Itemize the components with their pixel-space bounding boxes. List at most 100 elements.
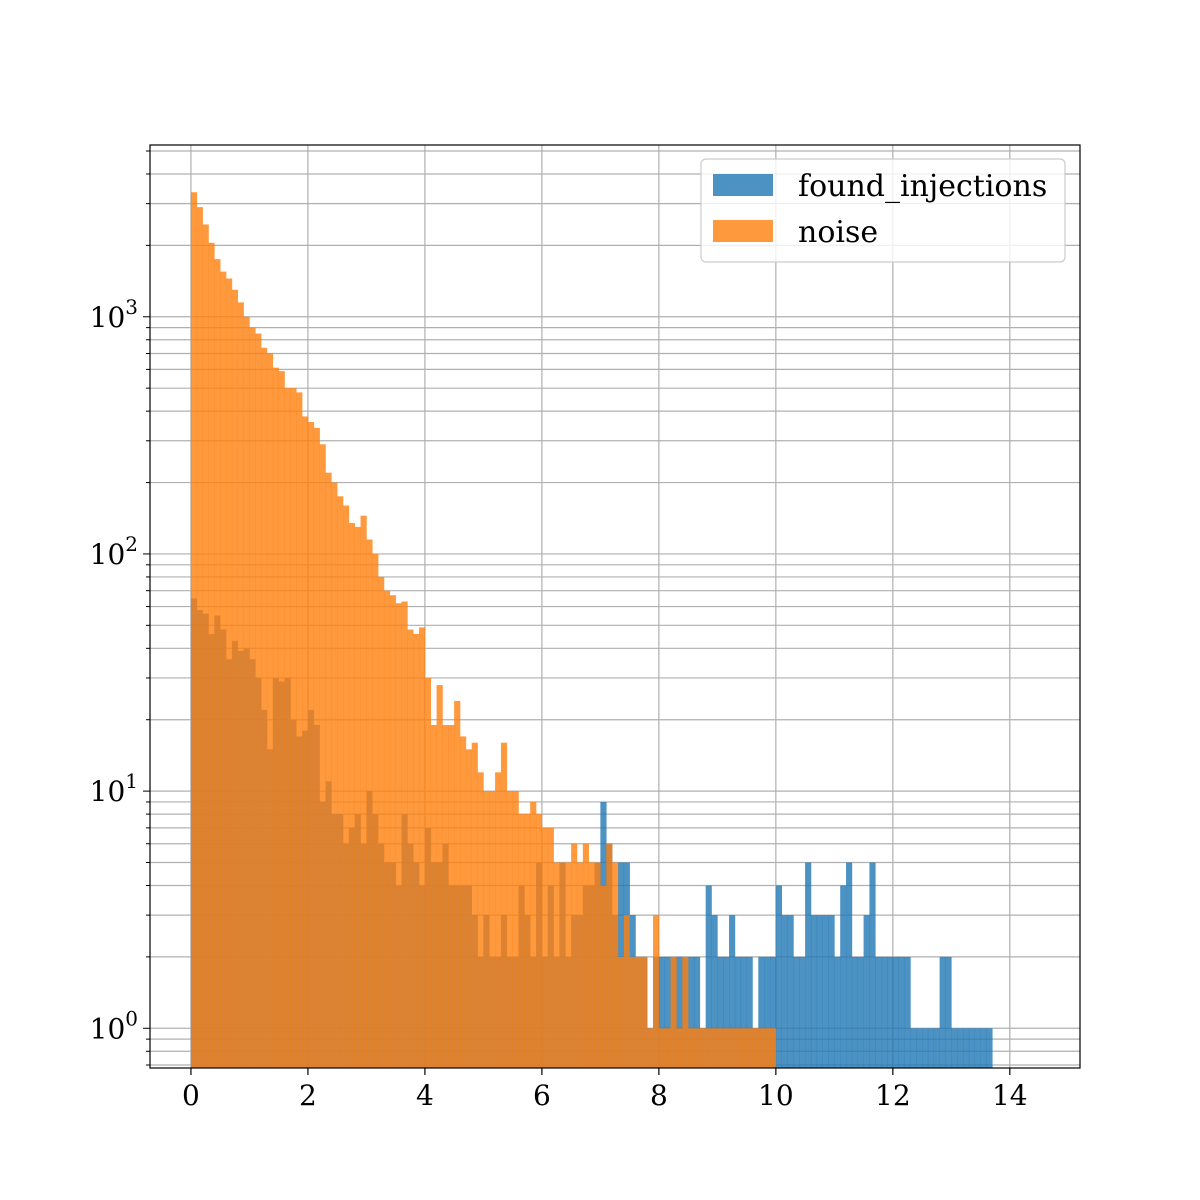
bar-noise xyxy=(734,1028,742,1068)
bar-noise xyxy=(208,242,215,1069)
bar-noise xyxy=(483,791,490,1068)
bar-found_injections xyxy=(951,1028,958,1068)
bar-noise xyxy=(530,801,537,1068)
bar-noise xyxy=(401,601,408,1068)
bar-noise xyxy=(214,259,221,1068)
bar-found_injections xyxy=(851,956,859,1068)
legend-swatch-found_injections xyxy=(713,174,773,196)
bar-noise xyxy=(500,742,508,1068)
bar-found_injections xyxy=(816,915,823,1068)
bar-noise xyxy=(272,367,279,1068)
bar-noise xyxy=(676,1028,683,1068)
bar-found_injections xyxy=(857,956,864,1068)
bar-noise xyxy=(647,1028,654,1068)
bar-found_injections xyxy=(927,1028,935,1068)
bar-noise xyxy=(389,595,396,1068)
bar-noise xyxy=(717,1028,724,1068)
bar-noise xyxy=(395,603,402,1068)
bar-found_injections xyxy=(869,862,876,1068)
bar-found_injections xyxy=(980,1028,987,1068)
bar-found_injections xyxy=(764,956,771,1068)
bar-noise xyxy=(436,685,443,1068)
bar-found_injections xyxy=(910,1028,917,1068)
bar-found_injections xyxy=(892,956,899,1068)
bar-noise xyxy=(536,814,543,1068)
bar-noise xyxy=(442,724,449,1068)
bar-noise xyxy=(723,1028,730,1068)
x-tick-label: 14 xyxy=(992,1079,1028,1112)
bar-found_injections xyxy=(781,915,788,1068)
bar-noise xyxy=(670,956,677,1068)
bar-noise xyxy=(413,633,420,1068)
bar-found_injections xyxy=(729,915,736,1068)
bar-noise xyxy=(325,472,332,1068)
bar-found_injections xyxy=(770,956,777,1068)
y-tick-label: 103 xyxy=(90,295,138,334)
bar-noise xyxy=(237,302,244,1068)
bar-noise xyxy=(600,885,607,1068)
legend-swatch-noise xyxy=(713,220,773,242)
bar-noise xyxy=(319,444,326,1068)
bar-found_injections xyxy=(904,956,911,1068)
bar-found_injections xyxy=(916,1028,923,1068)
bar-noise xyxy=(296,392,303,1068)
x-tick-label: 10 xyxy=(758,1079,794,1112)
bar-found_injections xyxy=(986,1028,993,1068)
bar-noise xyxy=(705,1028,712,1068)
y-tick-label: 101 xyxy=(90,769,138,808)
bar-found_injections xyxy=(740,956,747,1068)
bar-noise xyxy=(588,862,595,1068)
bar-noise xyxy=(612,862,619,1068)
x-tick-label: 12 xyxy=(875,1079,911,1112)
bar-noise xyxy=(606,843,613,1068)
bar-noise xyxy=(220,271,227,1068)
bar-found_injections xyxy=(799,956,806,1068)
bar-noise xyxy=(693,1028,701,1068)
bar-noise xyxy=(495,772,502,1068)
bar-found_injections xyxy=(810,915,818,1068)
bar-found_injections xyxy=(834,956,841,1068)
bar-found_injections xyxy=(758,956,765,1068)
bar-noise xyxy=(512,791,519,1068)
bar-noise xyxy=(571,843,578,1068)
bar-noise xyxy=(594,862,601,1068)
bar-found_injections xyxy=(711,915,718,1068)
bar-found_injections xyxy=(734,956,742,1068)
bar-noise xyxy=(565,862,572,1068)
bar-noise xyxy=(489,791,496,1068)
bar-noise xyxy=(518,814,525,1068)
legend-label-found_injections: found_injections xyxy=(798,169,1047,204)
bar-noise xyxy=(290,388,297,1068)
bar-noise xyxy=(348,523,356,1068)
bar-noise xyxy=(617,956,625,1068)
bar-found_injections xyxy=(723,956,730,1068)
bar-noise xyxy=(190,192,198,1068)
bar-noise xyxy=(424,677,432,1068)
bar-noise xyxy=(658,1028,666,1068)
y-tick-label: 100 xyxy=(90,1006,138,1045)
bar-found_injections xyxy=(664,956,671,1068)
legend-label-noise: noise xyxy=(798,215,878,250)
bar-noise xyxy=(366,539,373,1068)
histogram-bars xyxy=(190,192,993,1069)
bar-noise xyxy=(243,316,250,1069)
bar-found_injections xyxy=(886,956,894,1068)
bar-noise xyxy=(711,1028,718,1068)
bar-found_injections xyxy=(717,956,724,1068)
bar-noise xyxy=(378,576,385,1068)
bar-noise xyxy=(266,353,274,1068)
bar-noise xyxy=(559,862,566,1068)
bar-noise xyxy=(752,1028,759,1068)
axis-ticks: 0 2 4 6 8 10 12 14 100 101 102 103 xyxy=(90,150,1028,1112)
bar-noise xyxy=(764,1028,771,1068)
bar-noise xyxy=(202,224,209,1068)
bar-found_injections xyxy=(688,956,695,1068)
bar-noise xyxy=(337,496,344,1068)
bar-noise xyxy=(231,289,239,1068)
bar-noise xyxy=(255,333,262,1068)
bar-noise xyxy=(688,1028,695,1068)
bar-noise xyxy=(553,862,560,1068)
bar-found_injections xyxy=(863,915,870,1068)
